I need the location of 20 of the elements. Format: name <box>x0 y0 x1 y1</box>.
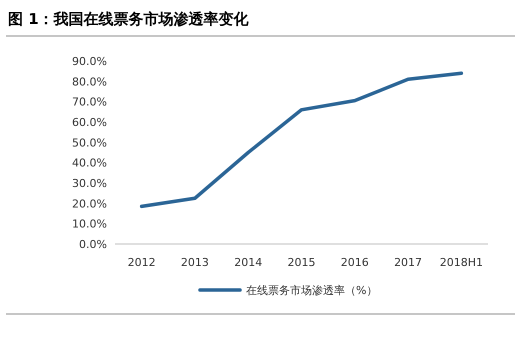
x-tick-label: 2016 <box>340 256 369 269</box>
y-tick-label: 30.0% <box>72 177 107 190</box>
x-tick-label: 2017 <box>394 256 422 269</box>
x-tick-label: 2014 <box>234 256 262 269</box>
y-tick-label: 0.0% <box>79 238 107 251</box>
y-tick-label: 40.0% <box>72 156 107 170</box>
y-tick-label: 80.0% <box>72 75 107 88</box>
x-tick-label: 2012 <box>128 256 156 269</box>
x-tick-label: 2018H1 <box>440 256 483 269</box>
y-tick-label: 90.0% <box>72 55 107 68</box>
x-tick-label: 2013 <box>180 256 209 269</box>
y-tick-label: 10.0% <box>72 218 107 231</box>
chart-title: 图 1：我国在线票务市场渗透率变化 <box>8 10 250 28</box>
y-tick-label: 60.0% <box>72 116 107 129</box>
legend-label: 在线票务市场渗透率（%） <box>246 284 378 297</box>
y-tick-label: 20.0% <box>72 197 107 210</box>
line-series <box>140 71 464 208</box>
y-tick-label: 50.0% <box>72 136 107 150</box>
x-tick-label: 2015 <box>288 256 316 269</box>
y-tick-label: 70.0% <box>72 96 107 109</box>
